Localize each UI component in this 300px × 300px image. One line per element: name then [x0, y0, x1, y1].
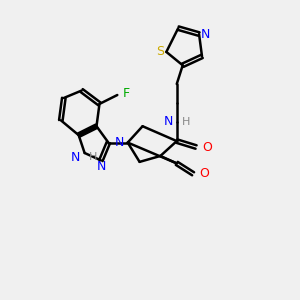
Text: N: N [164, 115, 173, 128]
Text: F: F [123, 87, 130, 100]
Text: H: H [89, 152, 98, 162]
Text: O: O [199, 167, 209, 180]
Text: S: S [156, 45, 164, 58]
Text: N: N [96, 160, 106, 173]
Text: N: N [115, 136, 124, 149]
Text: N: N [71, 151, 80, 164]
Text: O: O [202, 140, 212, 154]
Text: N: N [200, 28, 210, 40]
Text: H: H [182, 117, 190, 127]
